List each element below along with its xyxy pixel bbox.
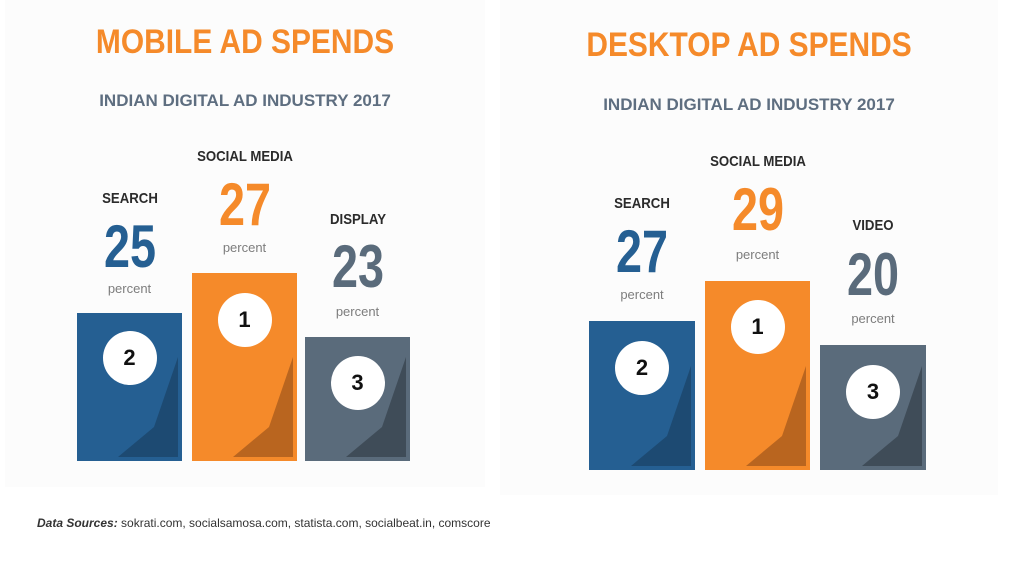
chart-title: DESKTOP AD SPENDS bbox=[586, 26, 912, 64]
rank-badge: 1 bbox=[217, 293, 272, 347]
bar bbox=[192, 273, 297, 461]
bar-corner-shade bbox=[746, 366, 806, 466]
chart-subtitle: INDIAN DIGITAL AD INDUSTRY 2017 bbox=[99, 91, 391, 110]
unit-label: percent bbox=[851, 311, 895, 326]
sources-text: sokrati.com, socialsamosa.com, statista.… bbox=[117, 516, 491, 530]
bar bbox=[705, 281, 810, 470]
category-label: VIDEO bbox=[852, 217, 894, 234]
unit-label: percent bbox=[222, 240, 267, 255]
desktop-panel: DESKTOP AD SPENDS INDIAN DIGITAL AD INDU… bbox=[500, 0, 998, 495]
unit-label: percent bbox=[107, 281, 152, 296]
rank-badge: 1 bbox=[730, 300, 785, 354]
rank-badge: 2 bbox=[102, 331, 157, 385]
category-label: SEARCH bbox=[101, 190, 158, 207]
data-sources: Data Sources: sokrati.com, socialsamosa.… bbox=[37, 516, 491, 531]
chart-subtitle: INDIAN DIGITAL AD INDUSTRY 2017 bbox=[603, 95, 895, 114]
unit-label: percent bbox=[620, 287, 664, 302]
sources-label: Data Sources: bbox=[37, 516, 118, 530]
rank-badge: 2 bbox=[615, 341, 669, 395]
bar-corner-shade bbox=[233, 357, 293, 457]
value-label: 27 bbox=[218, 171, 271, 238]
value-label: 25 bbox=[103, 213, 156, 280]
category-label: SEARCH bbox=[614, 195, 670, 212]
value-label: 29 bbox=[731, 176, 784, 243]
value-label: 20 bbox=[846, 241, 900, 308]
rank-badge: 3 bbox=[846, 365, 900, 419]
value-label: 27 bbox=[615, 218, 669, 285]
category-label: SOCIAL MEDIA bbox=[709, 153, 806, 170]
chart-title: MOBILE AD SPENDS bbox=[95, 23, 395, 61]
unit-label: percent bbox=[335, 304, 380, 319]
rank-badge: 3 bbox=[330, 356, 385, 410]
unit-label: percent bbox=[735, 247, 780, 262]
category-label: SOCIAL MEDIA bbox=[196, 148, 293, 165]
category-label: DISPLAY bbox=[329, 211, 386, 228]
value-label: 23 bbox=[331, 233, 384, 300]
